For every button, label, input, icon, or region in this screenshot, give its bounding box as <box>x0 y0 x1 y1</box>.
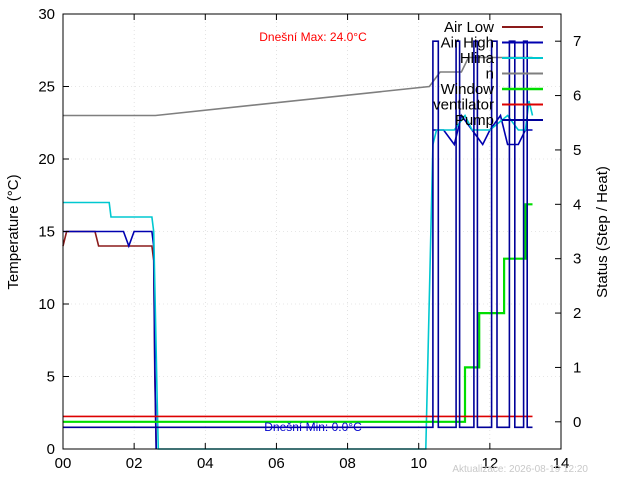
series-layer <box>62 40 534 450</box>
legend-label: ventilator <box>433 97 494 114</box>
min-annotation: Dnešní Min: 0.0°C <box>264 420 362 434</box>
y-axis-label: Temperature (°C) <box>5 174 22 289</box>
legend-label: n <box>486 66 494 83</box>
max-annotation: Dnešní Max: 24.0°C <box>259 30 367 44</box>
y-tick-label: 30 <box>38 6 55 23</box>
x-tick-label: 08 <box>339 455 356 472</box>
y2-tick-label: 3 <box>573 251 581 268</box>
y2-axis-ticks: 0 1 2 3 4 5 6 7 <box>555 33 581 431</box>
series-line-air-high <box>63 230 157 450</box>
legend-label: Pump <box>455 112 494 129</box>
legend-label: Hlina <box>460 50 495 67</box>
y2-tick-label: 1 <box>573 359 581 376</box>
legend-label: Window <box>441 81 495 98</box>
x-tick-label: 04 <box>197 455 214 472</box>
y2-tick-label: 6 <box>573 88 581 105</box>
y2-tick-label: 2 <box>573 305 581 322</box>
y-tick-label: 10 <box>38 296 55 313</box>
series-line-hlina <box>63 100 534 450</box>
y-axis-ticks: 0 5 10 15 20 25 30 <box>38 6 69 458</box>
x-tick-label: 06 <box>268 455 285 472</box>
series-line-window <box>63 203 533 423</box>
series-line-pump <box>63 40 533 429</box>
y-tick-label: 0 <box>47 441 55 458</box>
y2-tick-label: 0 <box>573 414 581 431</box>
y2-tick-label: 4 <box>573 196 581 213</box>
x-tick-label: 00 <box>55 455 72 472</box>
y2-tick-label: 5 <box>573 142 581 159</box>
y-tick-label: 5 <box>47 369 55 386</box>
y-tick-label: 15 <box>38 224 55 241</box>
y-tick-label: 20 <box>38 151 55 168</box>
x-tick-label: 12 <box>482 455 499 472</box>
legend-label: Air High <box>441 35 494 52</box>
x-tick-label: 02 <box>126 455 143 472</box>
legend-label: Air Low <box>444 19 494 36</box>
x-tick-label: 14 <box>553 455 570 472</box>
series-line-n <box>63 56 533 117</box>
series-line-pump-heat <box>432 113 533 147</box>
x-axis-ticks: 00 02 04 06 08 10 12 14 <box>55 14 570 472</box>
updated-timestamp: Aktualizace: 2026-08-19 12:20 <box>452 464 588 475</box>
y-tick-label: 25 <box>38 79 55 96</box>
x-tick-label: 10 <box>410 455 427 472</box>
y2-tick-label: 7 <box>573 33 581 50</box>
y2-axis-label: Status (Step / Heat) <box>594 166 611 298</box>
